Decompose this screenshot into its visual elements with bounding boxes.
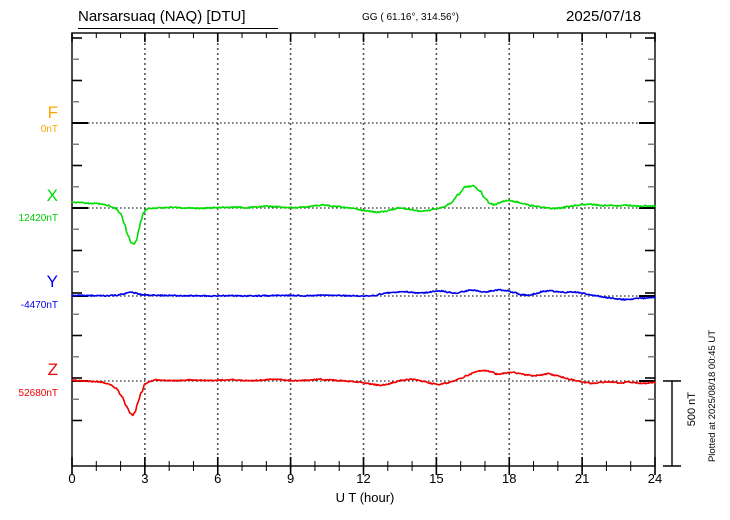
component-label-Z: Z xyxy=(47,360,58,379)
x-axis-tick-6: 6 xyxy=(214,471,222,486)
x-axis-tick-0: 0 xyxy=(68,471,76,486)
x-axis-tick-12: 12 xyxy=(356,471,371,486)
x-axis-title: U T (hour) xyxy=(335,490,395,505)
scale-bar-label: 500 nT xyxy=(686,392,698,427)
x-axis-tick-18: 18 xyxy=(502,471,517,486)
x-axis-tick-24: 24 xyxy=(647,471,663,486)
component-baseline-X: 12420nT xyxy=(18,213,58,224)
component-baseline-Y: -4470nT xyxy=(20,300,58,311)
station-title: Narsarsuaq (NAQ) [DTU] xyxy=(78,8,246,25)
observation-date: 2025/07/18 xyxy=(566,8,642,25)
component-baseline-Z: 52680nT xyxy=(18,388,58,399)
geographic-coordinates: GG ( 61.16°, 314.56°) xyxy=(362,12,459,23)
x-axis-tick-9: 9 xyxy=(287,471,295,486)
component-label-F: F xyxy=(47,103,58,122)
x-axis-tick-21: 21 xyxy=(574,471,590,486)
plotted-timestamp: Plotted at 2025/08/18 00:45 UT xyxy=(707,330,718,463)
component-label-X: X xyxy=(46,186,58,205)
component-baseline-F: 0nT xyxy=(40,124,58,135)
component-label-Y: Y xyxy=(46,272,58,291)
title-underline xyxy=(78,28,278,29)
x-axis-tick-3: 3 xyxy=(141,471,149,486)
x-axis-tick-15: 15 xyxy=(429,471,444,486)
